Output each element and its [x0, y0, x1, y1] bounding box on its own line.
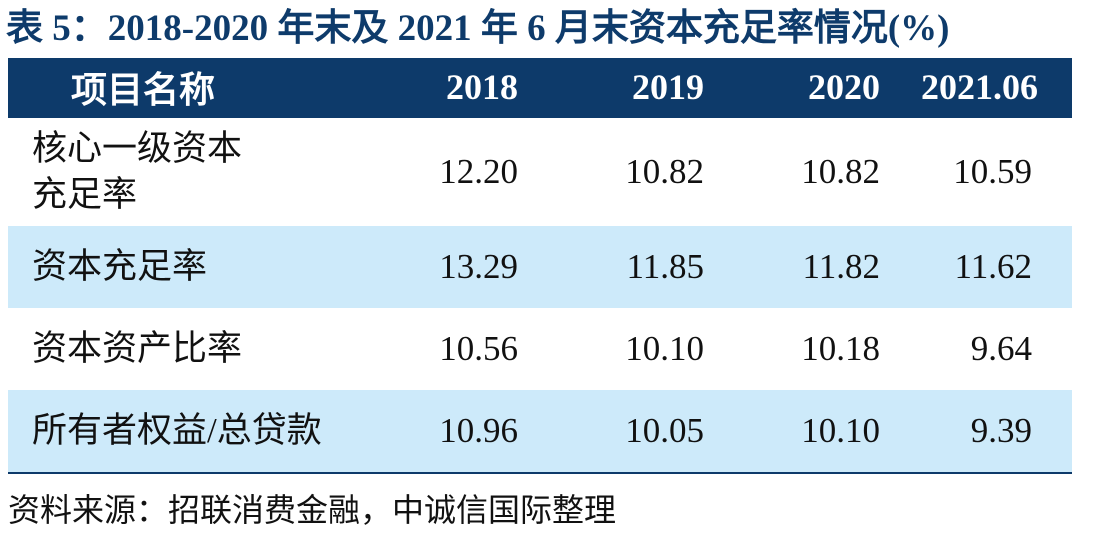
- cell-value: 10.96: [439, 411, 518, 450]
- table-title: 表 5：2018-2020 年末及 2021 年 6 月末资本充足率情况(%): [6, 8, 950, 49]
- table-header-row: 项目名称 2018 2019 2020 2021.06: [8, 58, 1072, 118]
- header-year-2018: 2018: [446, 67, 518, 107]
- cell-value: 10.10: [625, 329, 704, 368]
- cell-value: 9.39: [970, 411, 1032, 450]
- header-year-2021-06: 2021.06: [921, 67, 1038, 107]
- cell-value: 10.18: [801, 329, 880, 368]
- cell-value: 10.59: [953, 152, 1032, 191]
- cell-value: 11.85: [626, 247, 704, 286]
- cell-value: 10.56: [439, 329, 518, 368]
- cell-value: 9.64: [970, 329, 1032, 368]
- cell-value: 10.10: [801, 411, 880, 450]
- table-row: 所有者权益/总贷款 10.96 10.05 10.10 9.39: [8, 390, 1072, 472]
- cell-value: 13.29: [439, 247, 518, 286]
- source-note: 资料来源：招联消费金融，中诚信国际整理: [8, 492, 617, 528]
- header-item-name: 项目名称: [70, 70, 215, 110]
- row-label: 核心一级资本充足率: [32, 129, 243, 214]
- cell-value: 11.62: [954, 247, 1032, 286]
- table-row: 资本资产比率 10.56 10.10 10.18 9.64: [8, 308, 1072, 390]
- header-year-2019: 2019: [632, 67, 704, 107]
- row-label: 资本资产比率: [32, 329, 243, 368]
- table-row: 核心一级资本充足率 12.20 10.82 10.82 10.59: [8, 118, 1072, 226]
- cell-value: 12.20: [439, 152, 518, 191]
- row-label: 资本充足率: [32, 247, 208, 286]
- cell-value: 11.82: [802, 247, 880, 286]
- cell-value: 10.05: [625, 411, 704, 450]
- cell-value: 10.82: [801, 152, 880, 191]
- cell-value: 10.82: [625, 152, 704, 191]
- header-year-2020: 2020: [808, 67, 880, 107]
- data-table: 项目名称 2018 2019 2020 2021.06 核心一级资本充足率 12…: [8, 58, 1072, 474]
- row-label: 所有者权益/总贷款: [32, 411, 322, 450]
- table-row: 资本充足率 13.29 11.85 11.82 11.62: [8, 226, 1072, 308]
